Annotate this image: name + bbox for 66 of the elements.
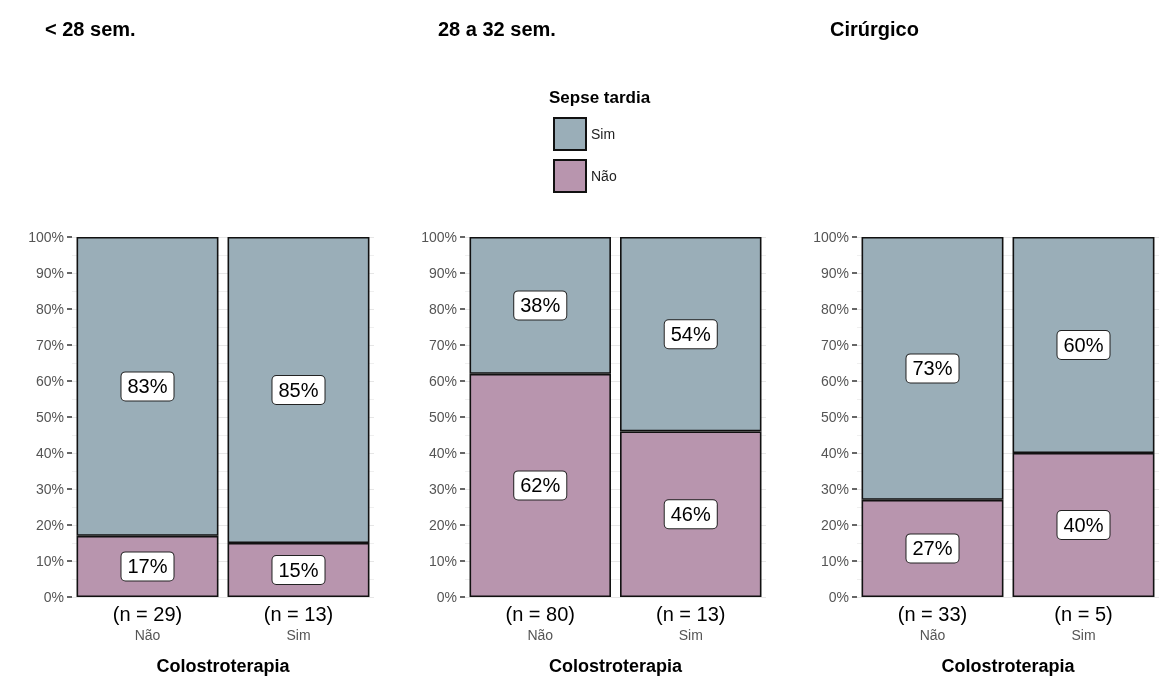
y-tick-label: 50% [35, 409, 64, 425]
data-label: 73% [912, 357, 953, 380]
y-tick-label: 40% [820, 445, 849, 461]
y-tick-label: 70% [428, 337, 457, 353]
data-label: 27% [912, 537, 953, 560]
data-label: 46% [670, 503, 711, 526]
chart-title: < 28 sem. [45, 18, 136, 40]
x-tick-label: Não [134, 627, 161, 643]
x-axis-title: Colostroterapia [156, 656, 291, 676]
y-tick-label: 30% [428, 481, 457, 497]
y-tick-label: 0% [828, 589, 849, 605]
y-tick-label: 100% [813, 229, 849, 245]
data-label: 60% [1063, 334, 1104, 356]
y-tick-label: 100% [421, 229, 457, 245]
text: (n = 13) [263, 603, 334, 625]
text: (n = 33) [897, 603, 968, 625]
data-label: 83% [127, 375, 168, 398]
y-tick-label: 20% [428, 517, 457, 533]
data-label: 38% [520, 294, 561, 317]
legend-label: Sim [591, 126, 616, 142]
data-label: 15% [278, 559, 319, 581]
y-tick-label: 70% [820, 337, 849, 353]
y-tick-label: 0% [436, 589, 457, 605]
data-label: 40% [1063, 514, 1104, 536]
y-tick-label: 80% [820, 301, 849, 317]
y-tick-label: 70% [35, 337, 64, 353]
y-tick-label: 0% [43, 589, 64, 605]
y-tick-label: 60% [820, 373, 849, 389]
y-tick-label: 30% [35, 481, 64, 497]
y-tick-label: 90% [35, 265, 64, 281]
y-tick-label: 40% [35, 445, 64, 461]
y-tick-label: 50% [428, 409, 457, 425]
y-tick-label: 40% [428, 445, 457, 461]
y-tick-label: 30% [820, 481, 849, 497]
y-tick-label: 80% [35, 301, 64, 317]
y-tick-label: 60% [35, 373, 64, 389]
y-tick-label: 10% [820, 553, 849, 569]
text: (n = 80) [505, 603, 575, 625]
chart-title: 28 a 32 sem. [438, 18, 556, 40]
y-tick-label: 20% [820, 517, 849, 533]
y-tick-label: 10% [428, 553, 457, 569]
x-tick-label: Sim [678, 627, 703, 643]
text: (n = 5) [1054, 603, 1113, 625]
chart-title: Cirúrgico [830, 18, 919, 40]
y-tick-label: 90% [428, 265, 457, 281]
x-tick-label: Não [919, 627, 946, 643]
y-tick-label: 80% [428, 301, 457, 317]
legend-title: Sepse tardia [549, 88, 651, 107]
text: (n = 13) [656, 603, 726, 625]
y-tick-label: 50% [820, 409, 849, 425]
y-tick-label: 100% [28, 229, 64, 245]
data-label: 85% [278, 379, 319, 401]
text: (n = 29) [112, 603, 183, 625]
data-label: 54% [670, 323, 711, 346]
x-tick-label: Sim [1071, 627, 1096, 643]
y-tick-label: 60% [428, 373, 457, 389]
y-tick-label: 90% [820, 265, 849, 281]
data-label: 17% [127, 555, 168, 578]
y-tick-label: 10% [35, 553, 64, 569]
x-tick-label: Sim [286, 627, 311, 643]
x-axis-title: Colostroterapia [548, 656, 683, 676]
y-tick-label: 20% [35, 517, 64, 533]
x-axis-title: Colostroterapia [941, 656, 1076, 676]
data-label: 62% [520, 474, 561, 497]
x-tick-label: Não [527, 627, 554, 643]
legend-label: Não [591, 168, 617, 184]
